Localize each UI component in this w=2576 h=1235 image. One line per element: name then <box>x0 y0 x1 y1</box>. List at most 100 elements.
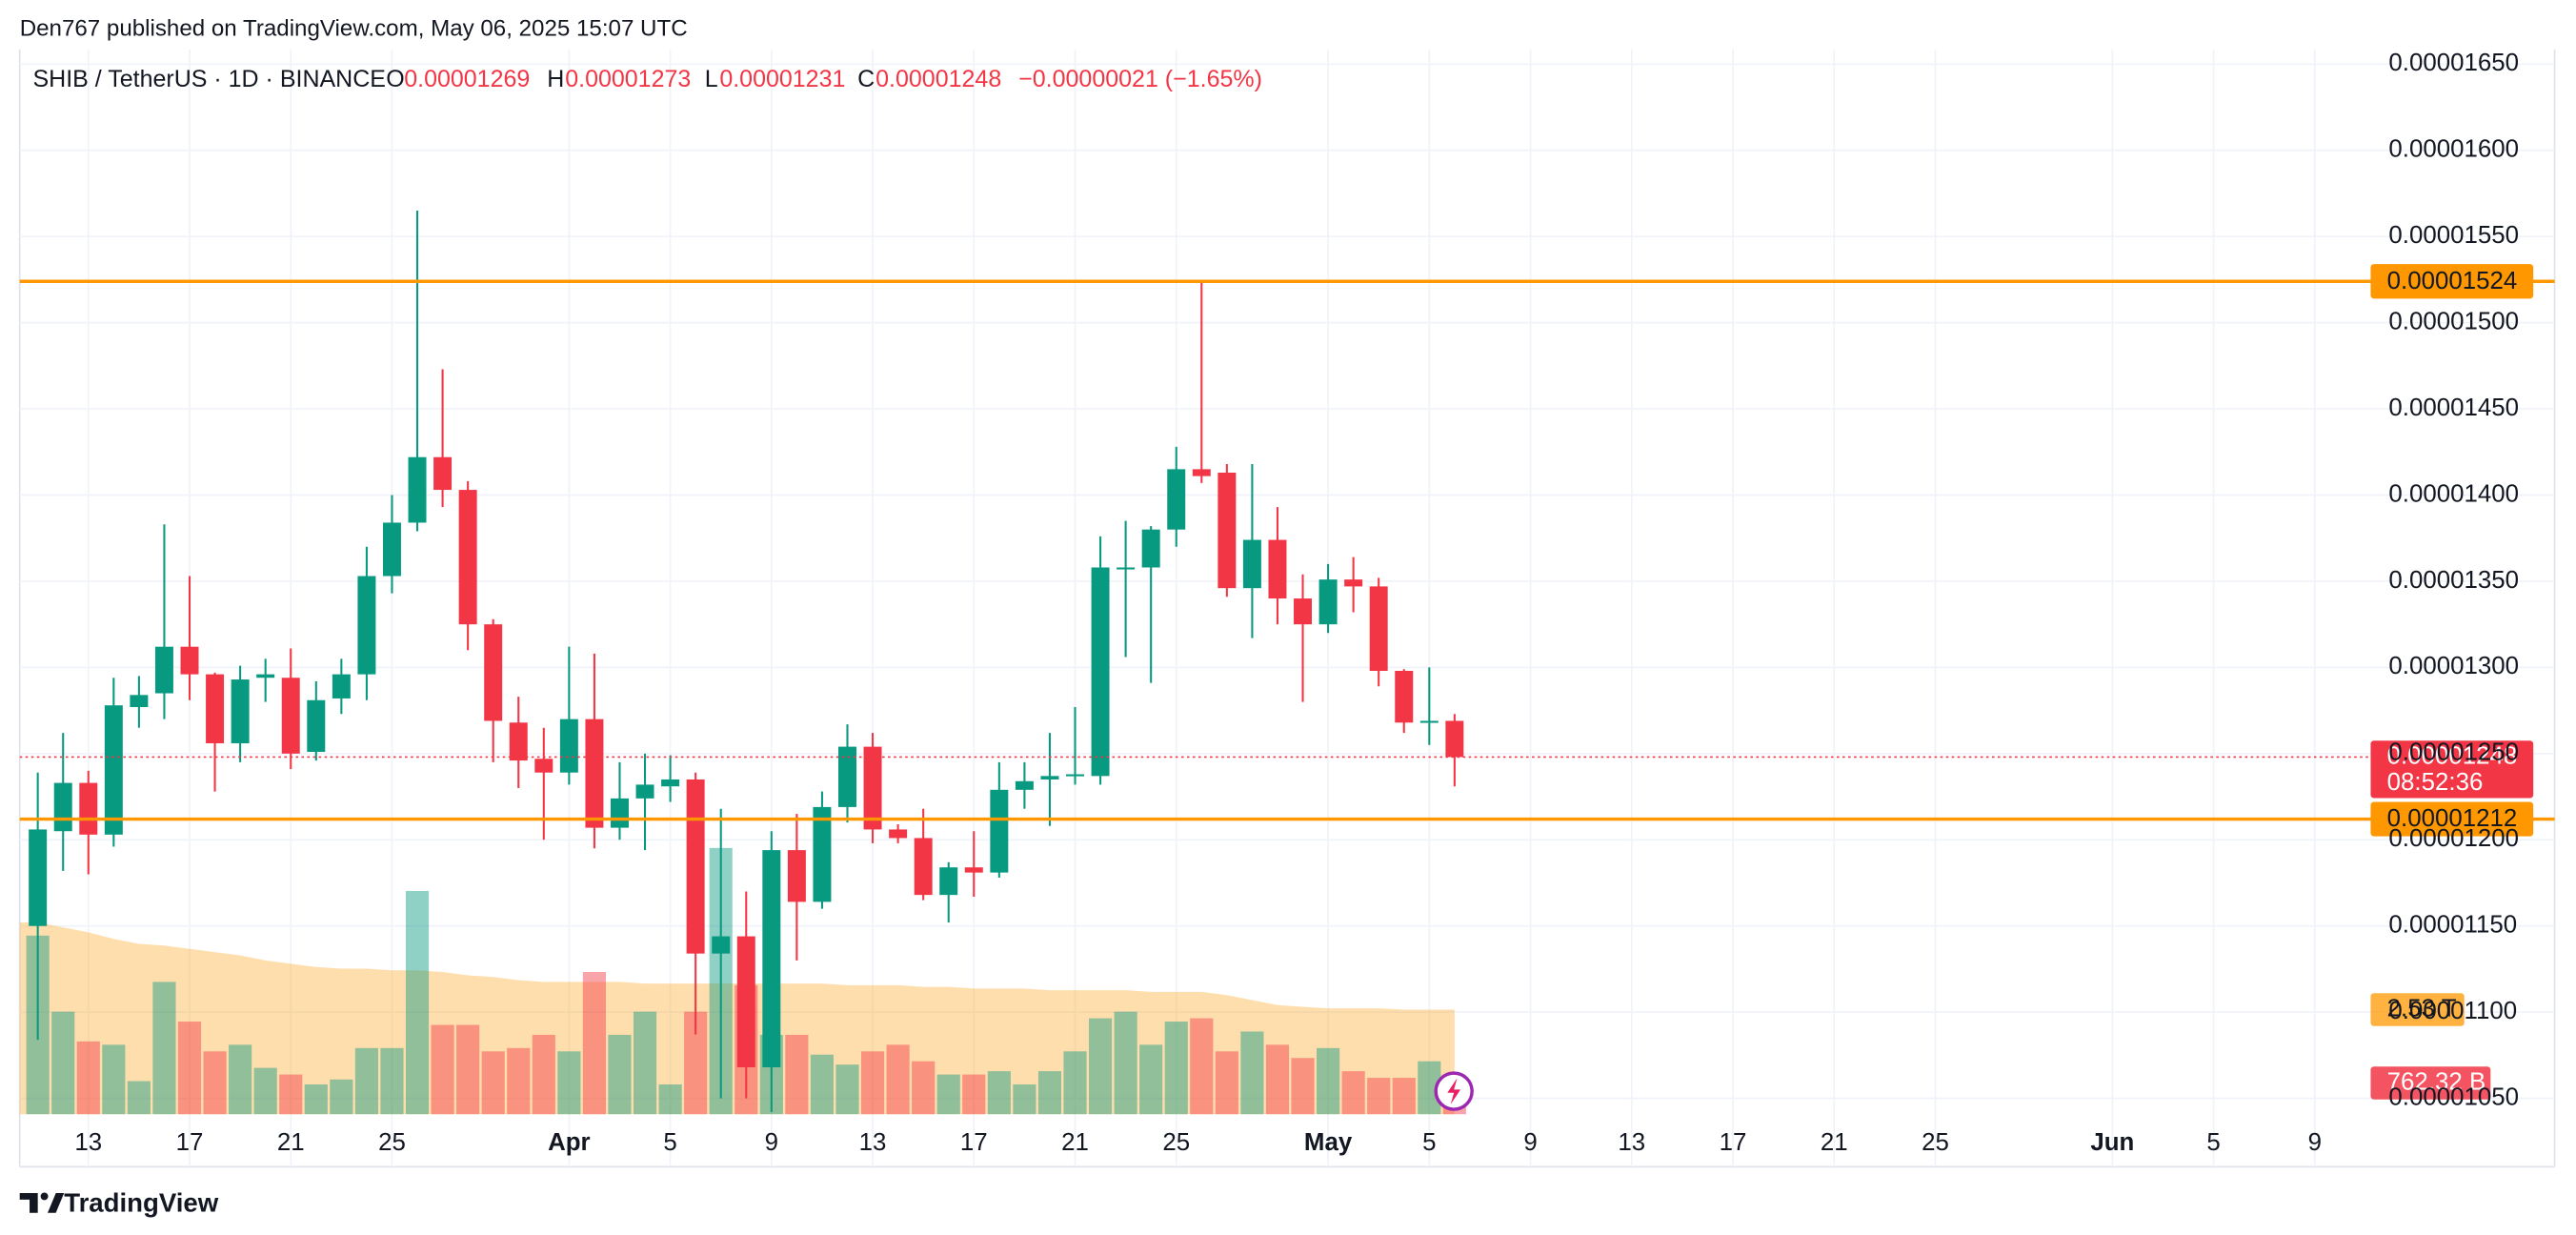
level-label-bg <box>2370 801 2534 837</box>
candle-body <box>838 746 856 807</box>
x-tick-label: 17 <box>1720 1129 1747 1156</box>
level-label-bg <box>2370 264 2534 299</box>
candle-body <box>332 674 351 698</box>
volume-bar <box>1063 1051 1087 1115</box>
candle-body <box>154 646 173 694</box>
candle-body <box>1344 579 1363 587</box>
brand-logo: TradingView <box>19 1187 219 1217</box>
candle-body <box>1369 586 1388 672</box>
volume-bar <box>1139 1044 1163 1115</box>
candle-body <box>559 719 578 773</box>
volume-bar <box>253 1067 277 1115</box>
volume-bar <box>658 1083 682 1115</box>
volume-bar <box>557 1051 581 1115</box>
volume-bar <box>1190 1018 1214 1115</box>
candle-body <box>1268 539 1287 599</box>
volume-bar <box>1265 1044 1290 1115</box>
candle-body <box>1015 780 1034 790</box>
legend-value: 0.00001231 <box>719 66 845 92</box>
y-tick-label: 0.00001500 <box>2388 308 2519 334</box>
volume-bar <box>481 1051 505 1115</box>
x-tick-label: 5 <box>663 1129 676 1156</box>
candle-body <box>585 719 604 828</box>
volume-bar <box>532 1034 555 1115</box>
x-tick-label: 9 <box>765 1129 778 1156</box>
candle-body <box>1445 720 1464 758</box>
x-tick-label: Apr <box>548 1129 591 1156</box>
volume-bar <box>1013 1083 1036 1115</box>
candle-body <box>180 646 199 675</box>
legend-value: 0.00001273 <box>565 66 691 92</box>
volume-bar <box>354 1047 378 1115</box>
x-tick-label: 25 <box>1162 1129 1190 1156</box>
volume-bar <box>987 1071 1011 1115</box>
volume-label-bg <box>2370 1066 2491 1100</box>
x-tick-label: 25 <box>378 1129 406 1156</box>
x-tick-label: 5 <box>1422 1129 1436 1156</box>
candle-body <box>635 784 654 799</box>
candle-body <box>382 522 401 577</box>
candle-body <box>1040 776 1059 779</box>
volume-bar <box>152 982 176 1115</box>
volume-ma-label-bg <box>2370 993 2465 1026</box>
volume-bar <box>304 1083 328 1115</box>
x-tick-label: 13 <box>1618 1129 1645 1156</box>
brand-name: TradingView <box>64 1187 218 1217</box>
volume-bar <box>1291 1058 1315 1115</box>
candle-body <box>1167 469 1186 530</box>
y-tick-label: 0.00001150 <box>2388 912 2517 939</box>
volume-bar <box>279 1074 303 1115</box>
level-label: 0.00001524 <box>2387 268 2518 294</box>
candle-body <box>1318 579 1338 625</box>
candle-body <box>408 456 427 523</box>
volume-bar <box>380 1047 404 1115</box>
y-tick-label: 0.00001550 <box>2388 222 2519 249</box>
candle-body <box>661 779 680 787</box>
y-tick-label: 0.00001100 <box>2388 998 2517 1024</box>
candle-body <box>762 850 781 1068</box>
candle-body <box>736 936 755 1068</box>
x-tick-label: 13 <box>859 1129 887 1156</box>
volume-bar <box>203 1051 227 1115</box>
volume-bar <box>177 1022 202 1115</box>
x-tick-label: 21 <box>1061 1129 1089 1156</box>
candle-body <box>787 850 806 902</box>
volume-bar <box>785 1034 809 1115</box>
volume-bar <box>835 1064 859 1115</box>
legend-value: 0.00001269 <box>404 66 530 92</box>
candle-body <box>534 759 553 773</box>
x-tick-label: 21 <box>277 1129 305 1156</box>
candle-body <box>1066 774 1084 777</box>
candle-body <box>1192 469 1211 476</box>
y-tick-label: 0.00001600 <box>2388 136 2519 163</box>
snapshot-icon <box>1434 1071 1474 1111</box>
grid-layer <box>19 49 2555 1167</box>
volume-bar <box>102 1044 126 1115</box>
candle-body <box>256 674 275 678</box>
x-tick-label: 21 <box>1821 1129 1848 1156</box>
candle-body <box>1218 472 1237 589</box>
last-price-label: 0.00001248 <box>2387 742 2518 769</box>
volume-bar <box>507 1047 531 1115</box>
candle-body <box>79 782 98 835</box>
x-tick-label: 17 <box>960 1129 988 1156</box>
candle-body <box>206 674 225 743</box>
volume-ma-label: 2.53 T <box>2387 995 2457 1022</box>
candle-body <box>281 678 300 754</box>
candle-body <box>712 936 731 954</box>
candle-body <box>29 829 48 926</box>
volume-bar <box>456 1024 480 1115</box>
x-tick-label: 17 <box>176 1129 204 1156</box>
candle-body <box>458 490 477 625</box>
candle-body <box>231 679 250 743</box>
candle-body <box>104 705 123 835</box>
volume-bar <box>1164 1022 1188 1115</box>
y-tick-label: 0.00001650 <box>2388 50 2519 76</box>
volume-bar <box>229 1044 252 1115</box>
candle-body <box>939 867 958 896</box>
candle-body <box>1294 598 1313 625</box>
volume-label: 762.32 B <box>2387 1068 2486 1095</box>
volume-layer <box>19 847 1466 1115</box>
